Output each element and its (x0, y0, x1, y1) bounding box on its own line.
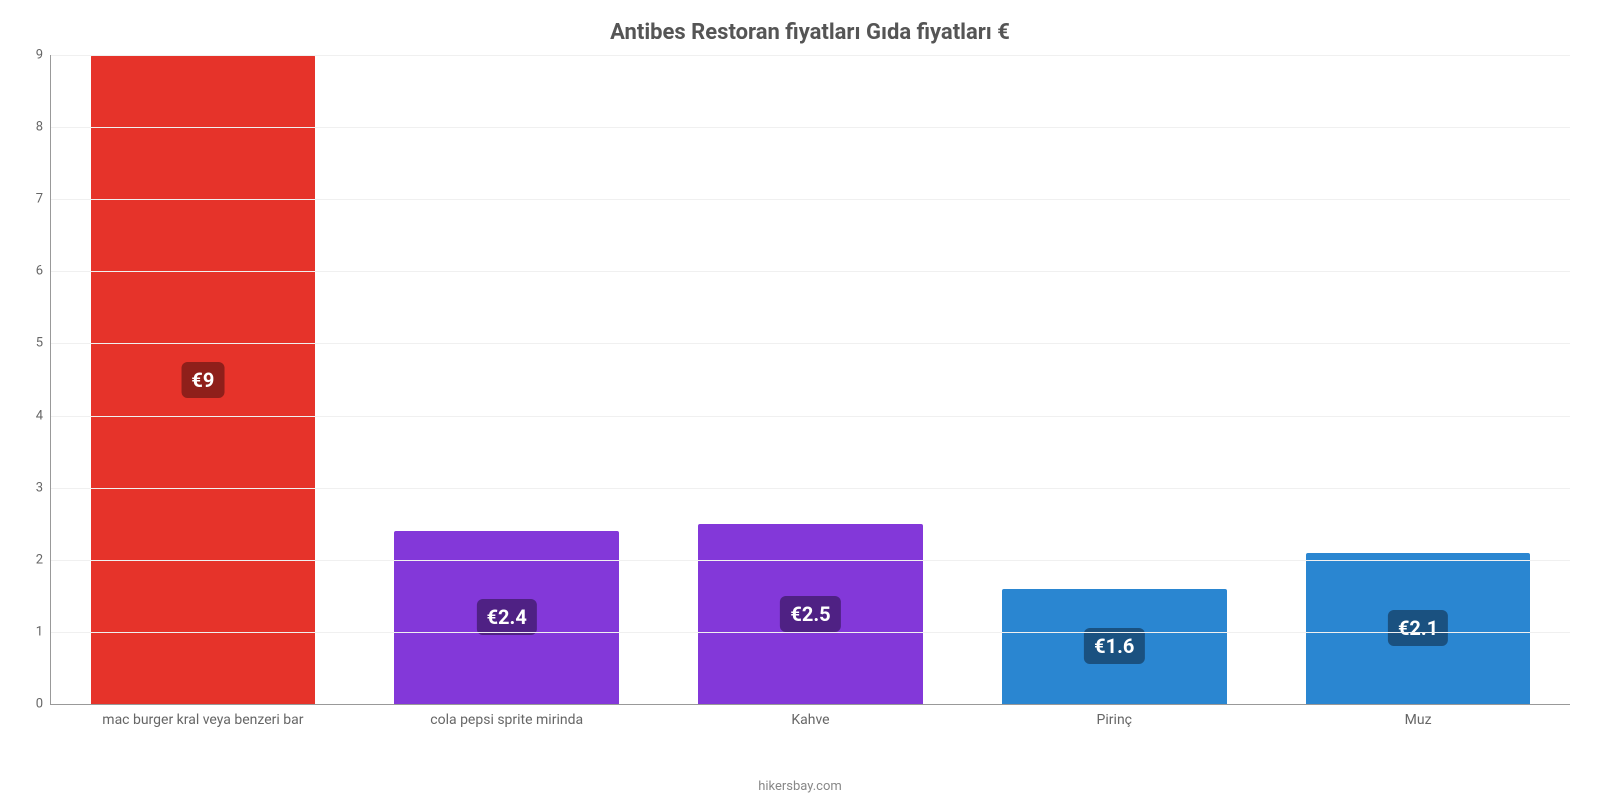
gridline (51, 488, 1570, 489)
plot-area: €9mac burger kral veya benzeri bar€2.4co… (50, 55, 1570, 705)
bar-slot: €2.5Kahve (659, 55, 963, 704)
xtick-label: Kahve (791, 704, 829, 728)
bar-value-label: €1.6 (1084, 628, 1144, 664)
bar-slot: €2.1Muz (1266, 55, 1570, 704)
bar: €2.5 (698, 524, 923, 704)
bar-value-label: €9 (181, 362, 224, 398)
ytick-label: 8 (36, 120, 51, 135)
gridline (51, 127, 1570, 128)
bar-slot: €2.4cola pepsi sprite mirinda (355, 55, 659, 704)
bar: €1.6 (1002, 589, 1227, 704)
gridline (51, 271, 1570, 272)
gridline (51, 632, 1570, 633)
ytick-label: 5 (36, 336, 51, 351)
bar-value-label: €2.5 (780, 596, 840, 632)
bar: €2.1 (1306, 553, 1531, 704)
bar-value-label: €2.4 (477, 599, 537, 635)
chart-title: Antibes Restoran fiyatları Gıda fiyatlar… (50, 20, 1570, 45)
xtick-label: mac burger kral veya benzeri bar (102, 704, 303, 728)
gridline (51, 55, 1570, 56)
xtick-label: cola pepsi sprite mirinda (430, 704, 583, 728)
ytick-label: 0 (36, 697, 51, 712)
gridline (51, 560, 1570, 561)
ytick-label: 2 (36, 552, 51, 567)
xtick-label: Pirinç (1097, 704, 1132, 728)
attribution: hikersbay.com (758, 779, 842, 794)
gridline (51, 199, 1570, 200)
bar-slot: €1.6Pirinç (962, 55, 1266, 704)
xtick-label: Muz (1405, 704, 1432, 728)
bar: €9 (91, 55, 316, 704)
bar-value-label: €2.1 (1388, 610, 1448, 646)
bar-slot: €9mac burger kral veya benzeri bar (51, 55, 355, 704)
ytick-label: 4 (36, 408, 51, 423)
bar: €2.4 (394, 531, 619, 704)
bars-row: €9mac burger kral veya benzeri bar€2.4co… (51, 55, 1570, 704)
gridline (51, 343, 1570, 344)
ytick-label: 9 (36, 48, 51, 63)
ytick-label: 3 (36, 480, 51, 495)
gridline (51, 416, 1570, 417)
chart-container: Antibes Restoran fiyatları Gıda fiyatlar… (0, 0, 1600, 800)
ytick-label: 6 (36, 264, 51, 279)
ytick-label: 1 (36, 624, 51, 639)
ytick-label: 7 (36, 192, 51, 207)
